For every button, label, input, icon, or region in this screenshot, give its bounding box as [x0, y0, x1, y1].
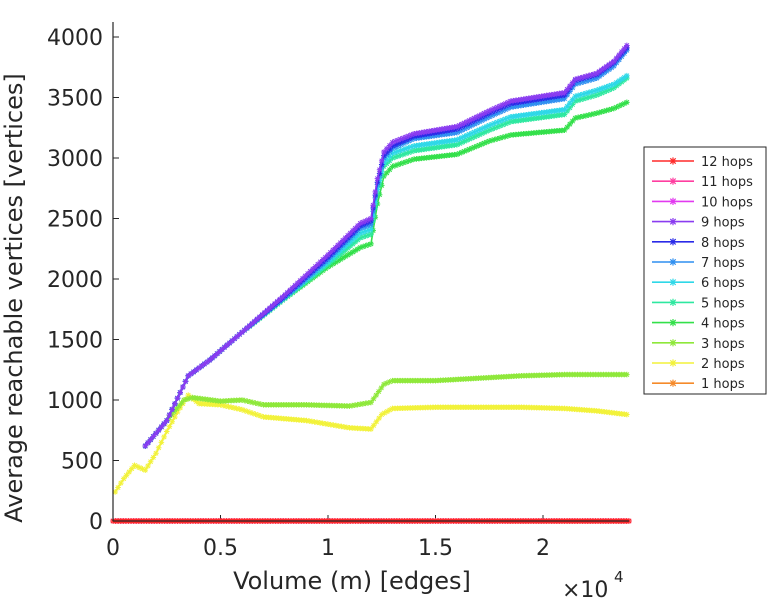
x-tick-label: 0.5 [203, 536, 238, 561]
legend-label: 11 hops [701, 175, 753, 190]
y-tick-label: 3500 [47, 87, 103, 112]
series-layer [110, 42, 632, 524]
legend-marker [669, 197, 677, 205]
axis-ticks [112, 36, 544, 522]
legend-label: 2 hops [701, 357, 745, 372]
legend-label: 3 hops [701, 337, 745, 352]
legend-box [643, 146, 767, 395]
series-markers [142, 42, 630, 449]
legend-item-4-hops: 4 hops [652, 317, 745, 332]
legend-item-11-hops: 11 hops [652, 175, 753, 190]
legend-marker [669, 278, 677, 286]
legend-item-6-hops: 6 hops [652, 276, 745, 291]
y-axis-title: Average reachable vertices [vertices] [0, 73, 28, 523]
legend-marker [669, 258, 677, 266]
legend-label: 12 hops [701, 155, 753, 170]
series-line [144, 47, 628, 447]
legend-marker [669, 157, 677, 165]
y-tick-label: 4000 [47, 26, 103, 51]
y-tick-label: 500 [61, 450, 103, 475]
series-7-hops [142, 47, 630, 449]
legend-item-7-hops: 7 hops [652, 256, 745, 271]
series-8-hops [142, 45, 630, 449]
legend-item-9-hops: 9 hops [652, 216, 745, 231]
legend-item-2-hops: 2 hops [652, 357, 745, 372]
legend-marker [669, 359, 677, 367]
x-tick-label: 0 [106, 536, 120, 561]
x-axis-title: Volume (m) [edges] [233, 567, 471, 595]
legend-label: 4 hops [701, 317, 745, 332]
legend-label: 8 hops [701, 236, 745, 251]
y-tick-label: 1500 [47, 329, 103, 354]
legend-label: 9 hops [701, 216, 745, 231]
axes [112, 22, 629, 522]
legend-label: 6 hops [701, 276, 745, 291]
legend-label: 7 hops [701, 256, 745, 271]
x-tick-label: 1 [321, 536, 335, 561]
legend-label: 5 hops [701, 296, 745, 311]
x-multiplier-label: ×10 [562, 578, 608, 600]
y-tick-label: 3000 [47, 147, 103, 172]
series-9-hops [142, 42, 630, 449]
legend-item-12-hops: 12 hops [652, 155, 753, 170]
series-2-hops [112, 392, 630, 495]
legend-marker [669, 319, 677, 327]
legend-marker [669, 218, 677, 226]
legend-item-8-hops: 8 hops [652, 236, 745, 251]
y-tick-label: 0 [89, 510, 103, 535]
legend-item-1-hops: 1 hops [652, 377, 745, 392]
legend-marker [669, 177, 677, 185]
x-multiplier-exponent: 4 [614, 568, 624, 586]
legend: 12 hops 11 hops 10 hops 9 hops 8 hops 7 hops 6… [643, 146, 767, 395]
series-markers [112, 392, 630, 495]
x-tick-label: 1.5 [418, 536, 453, 561]
legend-marker [669, 298, 677, 306]
tick-labels: 0 500 1000 1500 2000 2500 3000 3500 4000 0 0.5 1 1.5… [47, 26, 550, 561]
series-markers [142, 47, 630, 449]
legend-marker [669, 379, 677, 387]
y-tick-label: 2500 [47, 208, 103, 233]
legend-item-5-hops: 5 hops [652, 296, 745, 311]
series-markers [142, 45, 630, 449]
x-tick-label: 2 [536, 536, 550, 561]
y-tick-label: 2000 [47, 268, 103, 293]
y-tick-label: 1000 [47, 389, 103, 414]
legend-label: 1 hops [701, 377, 745, 392]
legend-marker [669, 339, 677, 347]
legend-label: 10 hops [701, 195, 753, 210]
legend-item-3-hops: 3 hops [652, 337, 745, 352]
legend-item-10-hops: 10 hops [652, 195, 753, 210]
legend-marker [669, 238, 677, 246]
